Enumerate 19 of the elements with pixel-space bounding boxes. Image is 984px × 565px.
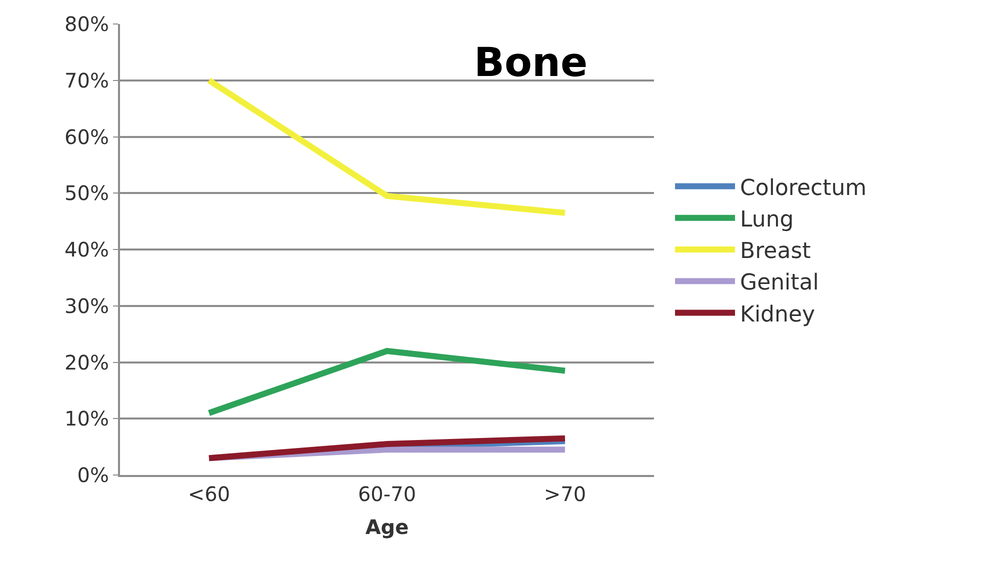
legend-label: Lung <box>740 207 794 232</box>
y-tick-label: 60% <box>64 124 109 149</box>
y-tick-label: 20% <box>64 350 109 374</box>
legend-label: Genital <box>740 270 819 296</box>
y-tick-label: 50% <box>64 181 109 206</box>
y-tick-label: 70% <box>64 68 109 92</box>
legend-label: Breast <box>740 239 812 264</box>
y-tick-label: 0% <box>77 463 109 487</box>
x-tick-label: >70 <box>544 482 586 506</box>
x-tick-label: 60-70 <box>358 482 416 506</box>
y-tick-label: 30% <box>64 294 109 318</box>
x-axis-title: Age <box>365 515 409 539</box>
legend-label: Colorectum <box>740 176 867 201</box>
legend-label: Kidney <box>740 302 816 328</box>
y-tick-label: 40% <box>64 238 109 262</box>
chart-title: Bone <box>474 40 588 86</box>
x-tick-label: <60 <box>188 482 230 506</box>
y-tick-label: 10% <box>64 406 109 431</box>
y-tick-label: 80% <box>64 12 109 36</box>
